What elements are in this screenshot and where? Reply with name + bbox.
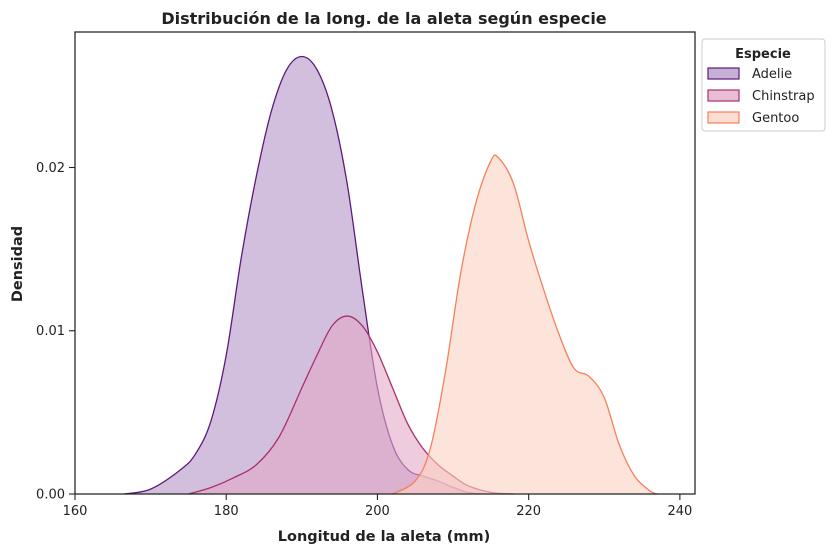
density-line-gentoo — [392, 154, 658, 495]
legend-title: Especie — [735, 47, 791, 62]
legend-swatch-chinstrap — [707, 89, 740, 102]
x-tick-label: 180 — [214, 504, 239, 519]
plot-frame — [74, 31, 696, 495]
density-area-adelie — [124, 56, 484, 495]
y-axis: 0.00 0.01 0.02 — [36, 161, 75, 503]
chart-title: Distribución de la long. de la aleta seg… — [161, 9, 606, 28]
legend-label-gentoo: Gentoo — [752, 111, 799, 126]
legend-box — [701, 38, 826, 132]
x-tick-label: 240 — [667, 504, 692, 519]
y-tick-label: 0.01 — [36, 324, 65, 339]
x-axis: 160 180 200 220 240 — [63, 494, 692, 519]
legend-swatch-gentoo — [707, 111, 740, 124]
density-area-gentoo — [392, 154, 658, 494]
x-tick-label: 160 — [63, 504, 88, 519]
plot-area — [124, 55, 658, 495]
legend-label-adelie: Adelie — [752, 67, 792, 82]
y-tick-label: 0.00 — [36, 488, 65, 503]
x-axis-label: Longitud de la aleta (mm) — [278, 529, 490, 545]
legend: Especie Adelie Chinstrap Gentoo — [701, 38, 826, 132]
legend-label-chinstrap: Chinstrap — [752, 89, 815, 104]
y-axis-label: Densidad — [10, 226, 26, 302]
x-tick-label: 220 — [516, 504, 541, 519]
legend-swatch-adelie — [707, 67, 740, 80]
x-tick-label: 200 — [365, 504, 390, 519]
y-tick-label: 0.02 — [36, 161, 65, 176]
legend-items: Adelie Chinstrap Gentoo — [707, 67, 815, 126]
density-area-chinstrap — [188, 316, 514, 494]
